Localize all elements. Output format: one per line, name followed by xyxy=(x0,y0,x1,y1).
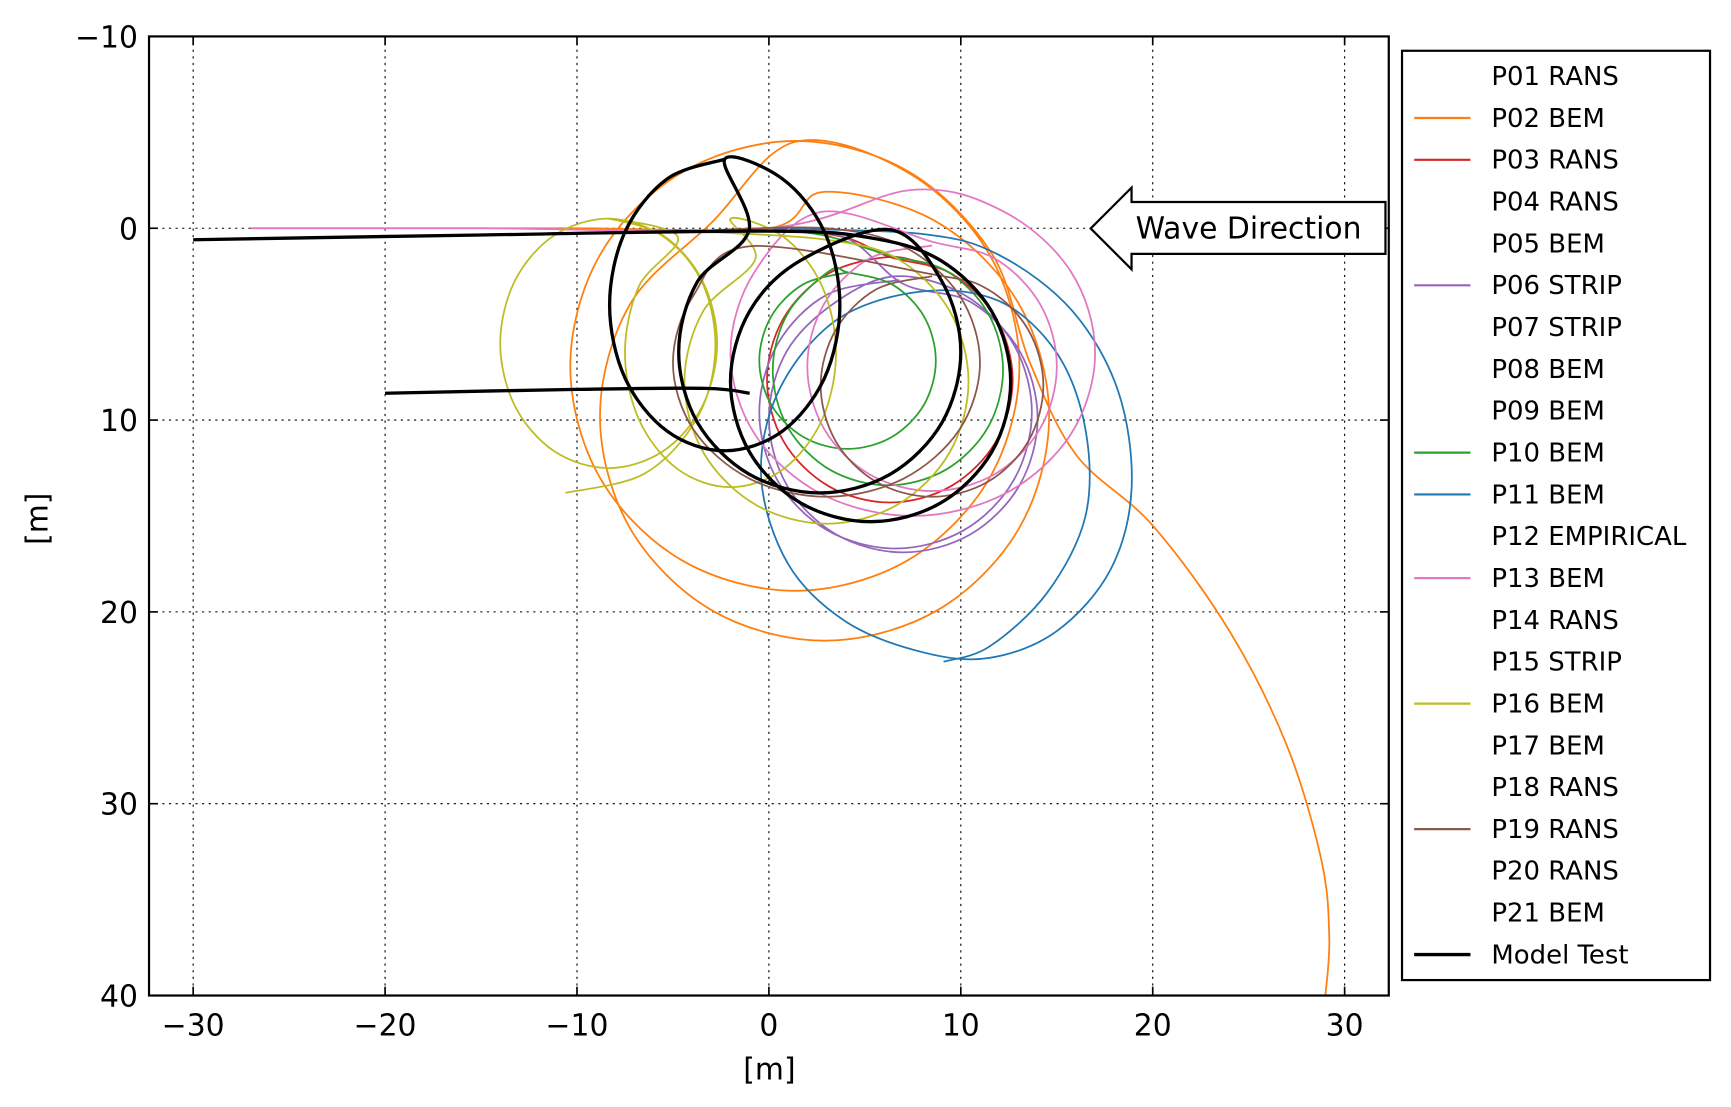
legend-entry: P18 RANS xyxy=(1491,773,1618,803)
legend-entry: P21 BEM xyxy=(1491,899,1604,929)
legend-entry: P12 EMPIRICAL xyxy=(1491,522,1686,552)
x-tick-label: 30 xyxy=(1326,1008,1364,1043)
x-tick-label: 0 xyxy=(759,1008,778,1043)
legend-entry: P19 RANS xyxy=(1491,815,1618,845)
x-tick-label: −30 xyxy=(162,1008,225,1043)
legend-entry: P16 BEM xyxy=(1491,689,1604,719)
legend-entry: Model Test xyxy=(1491,940,1628,970)
series-line-p19-rans xyxy=(672,226,1045,498)
series-line-p11-bem xyxy=(760,227,1133,663)
legend-entry: P07 STRIP xyxy=(1491,313,1621,343)
series-line-model-test xyxy=(193,155,1013,524)
grid xyxy=(149,35,1389,997)
legend-entry: P20 RANS xyxy=(1491,857,1618,887)
x-tick-label: 10 xyxy=(942,1008,980,1043)
y-tick-label: 0 xyxy=(119,212,138,247)
x-tick-label: 20 xyxy=(1134,1008,1172,1043)
legend-frame xyxy=(1400,49,1712,982)
x-tick-label: −20 xyxy=(354,1008,417,1043)
y-tick-label: −10 xyxy=(75,20,138,55)
legend-entry: P17 BEM xyxy=(1491,731,1604,761)
legend-entry: P05 BEM xyxy=(1491,229,1604,259)
legend-entry: P14 RANS xyxy=(1491,606,1618,636)
y-tick-label: 40 xyxy=(100,980,138,1015)
wave-direction-annotation: Wave Direction xyxy=(1089,184,1387,272)
wave-direction-label: Wave Direction xyxy=(1136,211,1362,246)
x-tick-label: −10 xyxy=(546,1008,609,1043)
y-tick-label: 20 xyxy=(100,596,138,631)
series-lines xyxy=(193,139,1331,996)
legend-entry: P04 RANS xyxy=(1491,187,1618,217)
legend-entry: P02 BEM xyxy=(1491,104,1604,134)
left-arrow-box-icon xyxy=(1089,184,1387,272)
legend-entry: P11 BEM xyxy=(1491,480,1604,510)
legend-entry: P08 BEM xyxy=(1491,355,1604,385)
y-axis-label: [m] xyxy=(20,493,55,545)
y-tick-label: 30 xyxy=(100,788,138,823)
legend-entry: P15 STRIP xyxy=(1491,648,1621,678)
legend-entry: P13 BEM xyxy=(1491,564,1604,594)
legend-entry: P09 BEM xyxy=(1491,397,1604,427)
ticks: −30 −20 −10 0 10 20 30 −10 0 10 20 30 40 xyxy=(75,20,1389,1043)
legend-entry: P03 RANS xyxy=(1491,146,1618,176)
legend-entry: P01 RANS xyxy=(1491,62,1618,92)
series-line-p10-bem xyxy=(758,227,1004,487)
legend-entry: P06 STRIP xyxy=(1491,271,1621,301)
legend-entry: P10 BEM xyxy=(1491,438,1604,468)
x-axis-label: [m] xyxy=(743,1052,795,1087)
legend: P01 RANS P02 BEM P03 RANS P04 RANS P05 BEM P0… xyxy=(1400,49,1712,982)
y-tick-label: 10 xyxy=(100,404,138,439)
series-line-p13-bem xyxy=(250,188,1097,517)
series-line-p16-bem xyxy=(499,217,970,525)
series-line-model-test xyxy=(385,386,750,395)
